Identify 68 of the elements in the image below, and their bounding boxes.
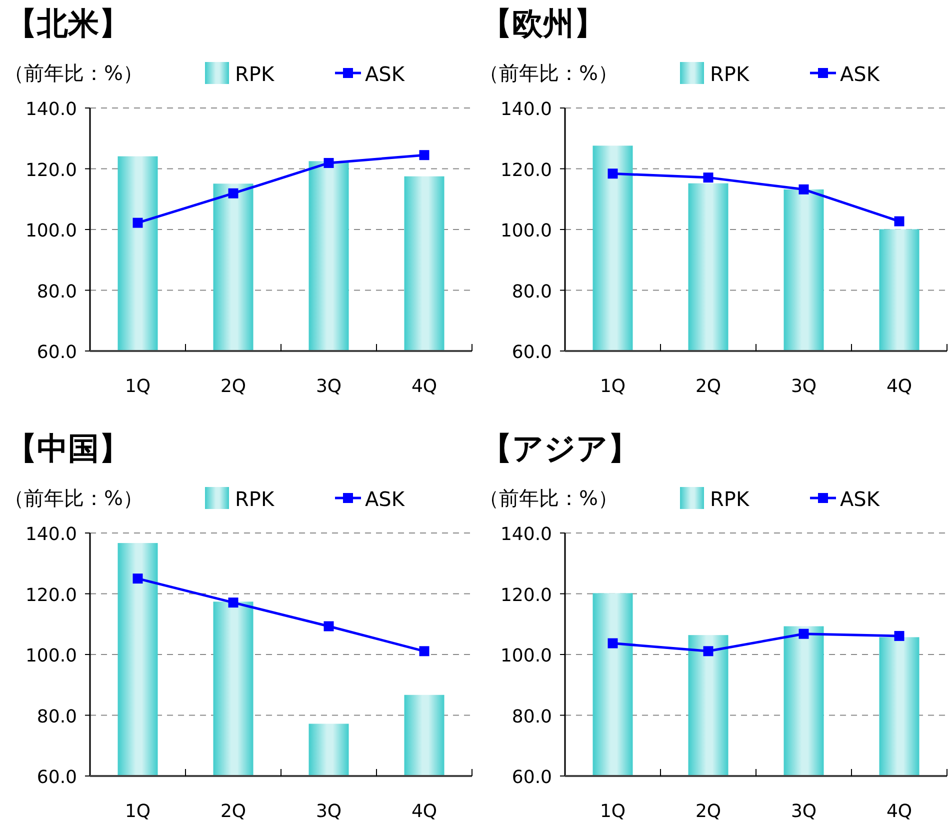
x-tick-label: 2Q <box>695 376 722 397</box>
y-tick-label: 60.0 <box>36 767 77 788</box>
chart-title: 【北米】 <box>6 6 130 42</box>
point <box>608 638 618 648</box>
y-tick-label: 80.0 <box>512 706 552 728</box>
chart-title: 【欧州】 <box>481 6 605 42</box>
y-tick-label: 100.0 <box>25 646 77 666</box>
point <box>419 150 430 160</box>
point <box>798 184 809 194</box>
chart-title: 【中国】 <box>6 431 130 467</box>
chart-subtitle: （前年比：%） <box>4 61 144 85</box>
x-tick-label: 3Q <box>790 376 817 397</box>
x-tick-label: 1Q <box>600 801 626 822</box>
y-tick-label: 100.0 <box>25 220 77 242</box>
x-tick-label: 4Q <box>886 801 912 822</box>
y-tick-label: 80.0 <box>36 281 77 302</box>
legend-label: RPK <box>710 487 750 511</box>
y-tick-label: 140.0 <box>25 524 77 545</box>
x-tick-label: 2Q <box>695 801 722 822</box>
y-tick-label: 60.0 <box>512 342 552 363</box>
y-tick-label: 120.0 <box>25 584 77 606</box>
point <box>228 188 238 198</box>
x-tick-label: 3Q <box>790 801 817 822</box>
y-tick-label: 120.0 <box>25 160 77 181</box>
legend-label: ASK <box>840 62 880 86</box>
y-tick-label: 140.0 <box>500 99 552 120</box>
x-tick-label: 1Q <box>124 801 151 822</box>
y-tick-label: 80.0 <box>512 281 552 302</box>
chart-subtitle: （前年比：%） <box>4 486 144 510</box>
x-tick-label: 3Q <box>316 376 342 397</box>
legend-label: RPK <box>235 487 275 511</box>
point <box>798 628 809 639</box>
point <box>324 621 334 632</box>
chart-title: 【アジア】 <box>481 431 639 467</box>
chart-subtitle: （前年比：%） <box>479 61 618 85</box>
y-tick-label: 100.0 <box>500 220 552 242</box>
point <box>703 646 714 656</box>
legend-label: ASK <box>365 62 406 86</box>
point <box>419 646 430 656</box>
x-tick-label: 1Q <box>124 376 151 397</box>
point <box>894 216 904 226</box>
y-tick-label: 80.0 <box>36 706 77 728</box>
x-tick-label: 2Q <box>220 801 246 822</box>
point <box>324 158 334 168</box>
y-tick-label: 140.0 <box>25 99 77 120</box>
y-tick-label: 60.0 <box>512 767 552 788</box>
y-tick-label: 120.0 <box>500 584 552 606</box>
x-tick-label: 4Q <box>886 376 912 397</box>
x-tick-label: 4Q <box>411 376 438 397</box>
legend-label: RPK <box>710 62 750 86</box>
point <box>894 630 904 641</box>
chart-subtitle: （前年比：%） <box>479 486 618 510</box>
y-tick-label: 100.0 <box>500 646 552 666</box>
legend-label: RPK <box>235 62 275 86</box>
legend-label: ASK <box>840 487 880 511</box>
legend-label: ASK <box>365 487 406 511</box>
point <box>608 168 618 179</box>
x-tick-label: 4Q <box>411 801 438 822</box>
point <box>703 172 714 183</box>
y-tick-label: 140.0 <box>500 524 552 545</box>
y-tick-label: 60.0 <box>36 342 77 363</box>
point <box>132 218 143 228</box>
x-tick-label: 3Q <box>316 801 342 822</box>
x-tick-label: 1Q <box>600 376 626 397</box>
x-tick-label: 2Q <box>220 376 246 397</box>
y-tick-label: 120.0 <box>500 160 552 181</box>
point <box>132 574 143 584</box>
point <box>228 598 238 608</box>
